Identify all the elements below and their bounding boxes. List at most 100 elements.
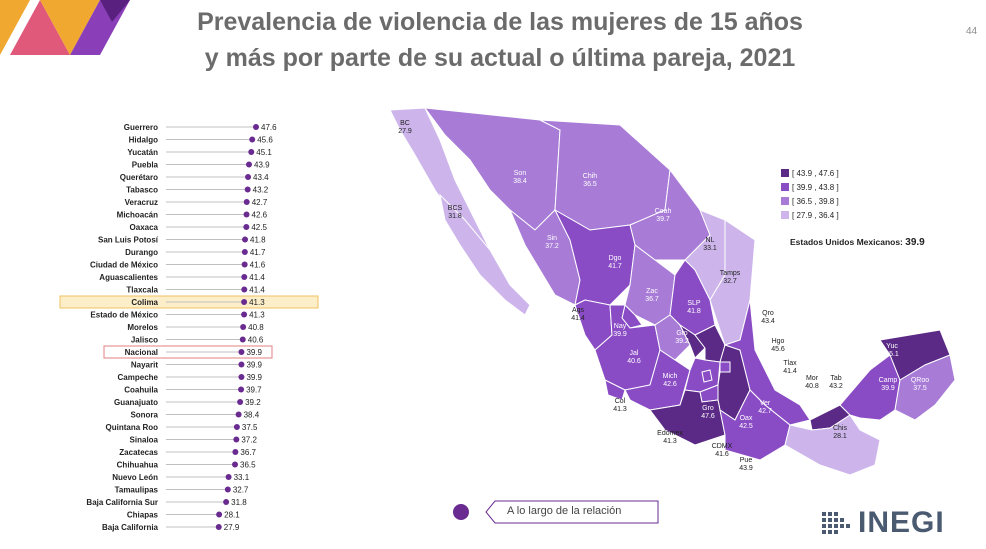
legend-label-1: [ 43.9 , 47.6 ] [792,168,839,178]
value-label: 41.3 [249,311,265,320]
title-line-1: Prevalencia de violencia de las mujeres … [197,8,803,36]
map-state-value: 41.6 [715,451,729,458]
map-state-abbr: Dgo [609,255,622,262]
map-state-abbr: Tlax [783,360,797,367]
map-state-value: 39.9 [613,331,627,338]
value-label: 43.9 [254,161,270,170]
map-state-value: 41.8 [687,308,701,315]
map-state-abbr: SLP [687,300,701,307]
map-state-abbr: Camp [879,377,898,384]
map-state-value: 39.9 [881,385,895,392]
data-point [240,324,247,330]
value-label: 40.6 [248,336,264,345]
value-label: 43.2 [253,186,269,195]
map-state-value: 45.1 [885,351,899,358]
data-point [232,449,239,455]
data-point [238,361,245,368]
category-label: Morelos [127,323,158,332]
data-point [243,224,250,230]
map-region-col [604,379,626,401]
data-point [249,136,256,143]
category-label: Quintana Roo [106,423,159,432]
category-label: Sinaloa [130,436,159,445]
dot-chart: Guerrero 47.6 Hidalgo 45.6 Yucatán 45.1 Puebla… [59,123,319,532]
map-state-value: 36.5 [583,181,597,188]
value-label: 40.8 [248,323,264,332]
category-label: Aguascalientes [99,273,158,282]
category-label: Nuevo León [112,473,158,482]
value-label: 41.6 [250,261,266,270]
data-point [238,374,245,380]
value-label: 31.8 [231,498,247,507]
category-label: Oaxaca [130,223,159,232]
data-point [246,161,253,168]
map-region-bcs [439,193,531,316]
value-label: 36.7 [240,448,256,457]
legend-swatch-1 [781,169,789,177]
map-state-abbr: BCS [448,205,463,212]
value-label: 39.9 [246,373,262,382]
map-region-chis [784,414,881,476]
title-line-2: y más por parte de su actual o última pa… [204,44,796,72]
value-label: 41.4 [249,286,265,295]
data-point [237,399,244,405]
data-point [243,211,250,218]
value-label: 33.1 [234,473,250,482]
legend-label-2: [ 39.9 , 43.8 ] [792,182,839,192]
map-state-abbr: QRoo [911,377,929,384]
category-label: Zacatecas [119,448,158,457]
value-label: 39.9 [246,361,262,370]
map-state-value: 45.6 [771,346,785,353]
value-label: 42.6 [252,211,268,220]
category-label: Querétaro [120,173,158,182]
legend-swatch-4 [781,211,789,219]
data-point [225,474,232,480]
category-label: Durango [125,248,158,257]
map-state-abbr: Pue [740,457,753,464]
data-point [216,511,223,518]
map-state-value: 36.7 [645,296,659,303]
category-label: Chiapas [127,511,159,520]
value-label: 38.4 [244,411,260,420]
map-state-abbr: Zac [646,288,658,295]
data-point [244,186,251,193]
data-point [233,424,240,430]
value-label: 36.5 [240,461,256,470]
map-state-abbr: Qro [762,310,774,317]
relation-label-text: A lo largo de la relación [507,505,622,517]
category-label: Jalisco [131,336,158,345]
corner-decoration [0,0,130,55]
category-label: Chihuahua [117,461,159,470]
data-point [223,499,230,505]
map-legend: [ 43.9 , 47.6 ] [ 39.9 , 43.8 ] [ 36.5 ,… [781,166,839,222]
map-state-abbr: Nay [614,323,627,330]
legend-dot-icon [453,504,469,520]
category-label: Tabasco [126,186,158,195]
data-point [241,261,248,268]
page-title: Prevalencia de violencia de las mujeres … [120,4,880,76]
map-state-value: 39.2 [675,338,689,345]
legend-item: [ 43.9 , 47.6 ] [781,166,839,180]
data-point [245,174,252,180]
data-point [241,274,248,280]
map-state-value: 41.4 [783,368,797,375]
national-label: Estados Unidos Mexicanos: [790,237,903,247]
legend-label-3: [ 36.5 , 39.8 ] [792,196,839,206]
category-label: Tamaulipas [115,486,159,495]
map-state-abbr: Gto [676,330,687,337]
value-label: 45.1 [256,148,272,157]
map-state-abbr: NL [706,237,715,244]
data-point [238,349,245,355]
map-state-value: 42.7 [758,408,772,415]
map-state-abbr: Coah [655,208,672,215]
map-region-tlax [719,361,731,373]
map-state-value: 27.9 [398,128,412,135]
national-number: 39.9 [905,237,925,248]
map-state-abbr: Chih [583,173,598,180]
value-label: 39.2 [245,398,261,407]
map-state-value: 31.8 [448,213,462,220]
value-label: 28.1 [224,511,240,520]
map-state-value: 38.4 [513,178,527,185]
value-label: 37.2 [241,436,257,445]
category-label: Guanajuato [114,398,158,407]
